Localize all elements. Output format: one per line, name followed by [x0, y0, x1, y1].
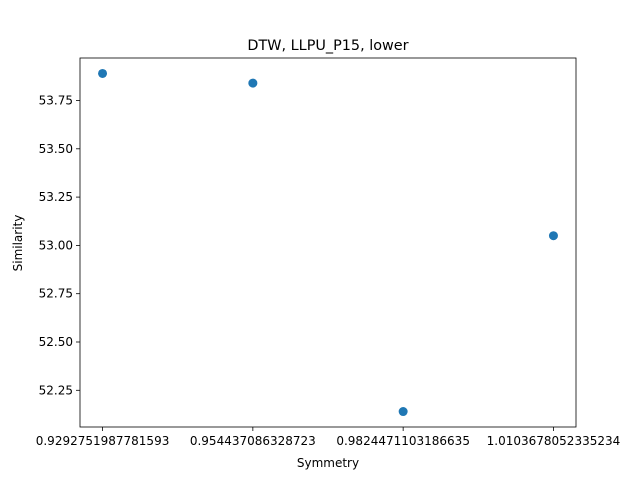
y-tick-label: 53.00 [39, 238, 73, 252]
plot-area [79, 57, 577, 428]
y-axis: 52.25 52.50 52.75 53.00 53.25 53.50 53.75 [39, 94, 80, 397]
x-tick-label: 0.9292751987781593 [36, 434, 170, 448]
y-tick-label: 53.50 [39, 142, 73, 156]
x-tick-label: 0.954437086328723 [190, 434, 316, 448]
data-point [398, 407, 408, 417]
y-tick-label: 52.25 [39, 383, 73, 397]
plot-border [79, 57, 577, 428]
x-axis-label: Symmetry [297, 456, 359, 470]
y-tick-label: 52.75 [39, 287, 73, 301]
y-tick-label: 53.75 [39, 94, 73, 108]
chart-title: DTW, LLPU_P15, lower [247, 38, 408, 54]
data-point [248, 78, 258, 88]
x-tick-label: 1.0103678052335234 [487, 434, 621, 448]
y-axis-label: Similarity [11, 215, 25, 272]
y-tick-label: 52.50 [39, 335, 73, 349]
data-point [98, 68, 108, 78]
x-tick-label: 0.9824471103186635 [336, 434, 470, 448]
y-tick-label: 53.25 [39, 190, 73, 204]
x-axis: 0.9292751987781593 0.954437086328723 0.982… [36, 427, 621, 448]
data-point [548, 231, 558, 241]
data-points [98, 68, 558, 417]
